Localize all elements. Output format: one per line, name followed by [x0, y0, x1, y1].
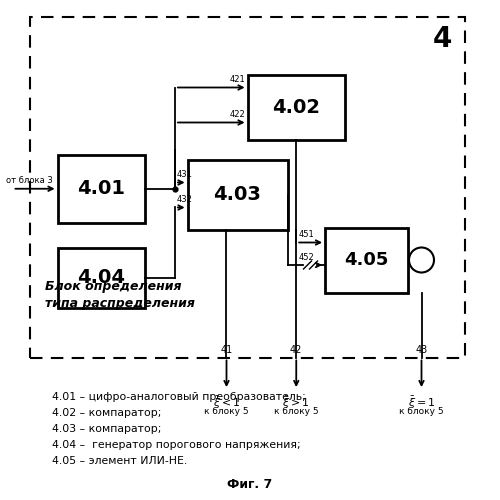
Text: 4.01: 4.01 — [77, 180, 125, 198]
Text: 43: 43 — [416, 345, 428, 355]
Bar — [58, 155, 145, 222]
Text: $\bar{\xi} < 1$: $\bar{\xi} < 1$ — [212, 395, 240, 411]
Bar — [30, 18, 465, 357]
Text: 4.04: 4.04 — [77, 268, 125, 287]
Text: 41: 41 — [220, 345, 232, 355]
Text: 4.05 – элемент ИЛИ-НЕ.: 4.05 – элемент ИЛИ-НЕ. — [52, 456, 188, 466]
Bar — [248, 75, 345, 140]
Text: 451: 451 — [299, 230, 314, 239]
Text: Блок определения
типа распределения: Блок определения типа распределения — [45, 280, 195, 310]
Text: 4.03 – компаратор;: 4.03 – компаратор; — [52, 424, 162, 434]
Text: к блоку 5: к блоку 5 — [274, 408, 318, 416]
Bar — [325, 228, 407, 292]
Text: от блока 3: от блока 3 — [6, 176, 53, 184]
Text: Фиг. 7: Фиг. 7 — [228, 478, 272, 491]
Text: 42: 42 — [290, 345, 302, 355]
Text: 4.04 –  генератор порогового напряжения;: 4.04 – генератор порогового напряжения; — [52, 440, 301, 450]
Text: 4.03: 4.03 — [214, 186, 262, 204]
Text: 4.02 – компаратор;: 4.02 – компаратор; — [52, 408, 162, 418]
Circle shape — [409, 248, 434, 272]
Text: 4.01 – цифро-аналоговый преобразователь;: 4.01 – цифро-аналоговый преобразователь; — [52, 392, 306, 402]
Bar — [188, 160, 288, 230]
Text: 421: 421 — [229, 75, 245, 84]
Bar — [58, 248, 145, 308]
Text: 4.02: 4.02 — [272, 98, 320, 117]
Text: $\bar{\xi} = 1$: $\bar{\xi} = 1$ — [408, 395, 436, 411]
Text: 4: 4 — [433, 25, 452, 53]
Text: к блоку 5: к блоку 5 — [204, 408, 249, 416]
Text: 4.05: 4.05 — [344, 251, 389, 269]
Text: к блоку 5: к блоку 5 — [399, 408, 444, 416]
Text: 422: 422 — [229, 110, 245, 119]
Text: 452: 452 — [299, 252, 314, 262]
Text: 431: 431 — [176, 170, 192, 179]
Text: 432: 432 — [176, 195, 192, 204]
Text: $\bar{\xi} > 1$: $\bar{\xi} > 1$ — [282, 395, 310, 411]
